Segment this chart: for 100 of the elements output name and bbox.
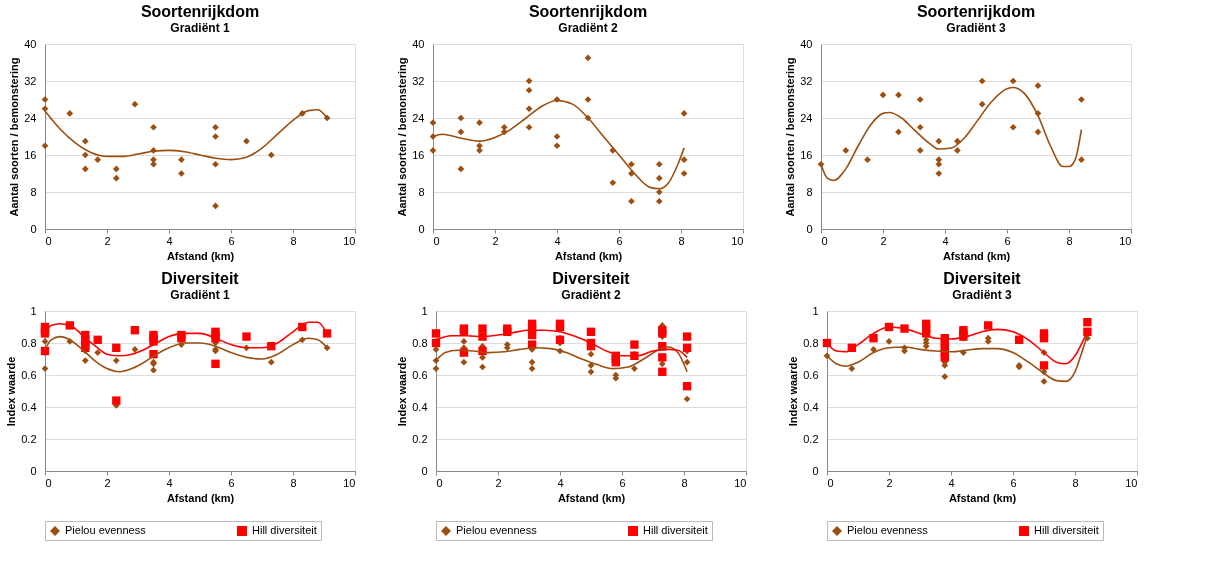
x-tick-label: 0 (45, 476, 52, 489)
y-tick-label: 40 (24, 37, 37, 50)
chart-title: Diversiteit (161, 270, 240, 287)
chart-subtitle: Gradiënt 1 (170, 288, 230, 302)
x-tick-label: 2 (495, 476, 502, 489)
x-tick-label: 10 (1125, 476, 1138, 489)
x-tick-label: 6 (616, 234, 623, 247)
x-tick-label: 4 (166, 476, 173, 489)
x-tick-label: 2 (886, 476, 893, 489)
x-tick-label: 4 (942, 234, 949, 247)
y-axis-title: Index waarde (787, 356, 800, 427)
x-tick-label: 2 (492, 234, 499, 247)
y-tick-label: 0 (812, 464, 819, 477)
chart-title: Diversiteit (943, 270, 1022, 287)
x-tick-label: 0 (45, 234, 52, 247)
x-tick-label: 6 (1010, 476, 1017, 489)
y-tick-label: 16 (412, 148, 425, 161)
legend-label: Hill diversiteit (1034, 524, 1099, 536)
x-tick-label: 6 (1004, 234, 1011, 247)
y-tick-label: 0.4 (803, 400, 819, 413)
y-tick-label: 0.2 (412, 432, 428, 445)
y-tick-label: 24 (800, 111, 813, 124)
x-tick-label: 10 (343, 476, 356, 489)
x-tick-label: 2 (880, 234, 887, 247)
y-tick-label: 0 (806, 222, 813, 235)
y-axis-title: Aantal soorten / bemonstering (8, 57, 21, 217)
x-axis-title: Afstand (km) (166, 249, 235, 262)
x-tick-label: 8 (1066, 234, 1073, 247)
x-tick-label: 10 (731, 234, 744, 247)
x-tick-label: 0 (821, 234, 828, 247)
x-tick-label: 8 (681, 476, 688, 489)
x-tick-label: 10 (1119, 234, 1132, 247)
y-tick-label: 40 (412, 37, 425, 50)
y-axis-title: Aantal soorten / bemonstering (396, 57, 409, 217)
y-tick-label: 0.8 (803, 336, 819, 349)
x-axis-title: Afstand (km) (554, 249, 623, 262)
y-tick-label: 24 (24, 111, 37, 124)
x-tick-label: 10 (734, 476, 747, 489)
chart-title: Soortenrijkdom (140, 3, 260, 20)
y-tick-label: 32 (800, 74, 813, 87)
y-tick-label: 16 (24, 148, 37, 161)
legend-label: Hill diversiteit (643, 524, 708, 536)
y-tick-label: 0 (421, 464, 428, 477)
x-axis-title: Afstand (km) (166, 491, 235, 504)
y-tick-label: 8 (806, 185, 813, 198)
y-tick-label: 0.8 (412, 336, 428, 349)
x-tick-label: 4 (166, 234, 173, 247)
x-tick-label: 8 (290, 234, 297, 247)
y-tick-label: 0.4 (21, 400, 37, 413)
x-tick-label: 8 (290, 476, 297, 489)
x-tick-label: 4 (948, 476, 955, 489)
x-tick-label: 6 (228, 234, 235, 247)
chart-subtitle: Gradiënt 3 (952, 288, 1012, 302)
y-tick-label: 24 (412, 111, 425, 124)
x-tick-label: 0 (436, 476, 443, 489)
y-tick-label: 8 (30, 185, 37, 198)
chart-title: Diversiteit (552, 270, 631, 287)
x-tick-label: 10 (343, 234, 356, 247)
chart-subtitle: Gradiënt 2 (558, 21, 618, 35)
y-axis-title: Index waarde (396, 356, 409, 427)
y-tick-label: 0.2 (21, 432, 37, 445)
legend-label: Pielou evenness (456, 524, 538, 536)
y-tick-label: 0 (30, 222, 37, 235)
y-tick-label: 0.4 (412, 400, 428, 413)
x-tick-label: 4 (557, 476, 564, 489)
x-tick-label: 2 (104, 234, 111, 247)
x-axis-title: Afstand (km) (942, 249, 1011, 262)
chart-title: Soortenrijkdom (916, 3, 1036, 20)
legend-label: Pielou evenness (847, 524, 929, 536)
y-tick-label: 0.6 (21, 368, 37, 381)
chart-subtitle: Gradiënt 3 (946, 21, 1006, 35)
y-tick-label: 0.2 (803, 432, 819, 445)
x-tick-label: 8 (1072, 476, 1079, 489)
y-tick-label: 32 (412, 74, 425, 87)
y-axis-title: Index waarde (5, 356, 18, 427)
y-tick-label: 32 (24, 74, 37, 87)
y-tick-label: 1 (421, 304, 428, 317)
y-axis-title: Aantal soorten / bemonstering (784, 57, 797, 217)
legend-label: Pielou evenness (65, 524, 147, 536)
y-tick-label: 0.6 (803, 368, 819, 381)
x-tick-label: 6 (619, 476, 626, 489)
x-tick-label: 6 (228, 476, 235, 489)
y-tick-label: 1 (812, 304, 819, 317)
chart-title: Soortenrijkdom (528, 3, 648, 20)
x-tick-label: 2 (104, 476, 111, 489)
x-tick-label: 8 (678, 234, 685, 247)
legend-label: Hill diversiteit (252, 524, 317, 536)
x-tick-label: 0 (433, 234, 440, 247)
chart-subtitle: Gradiënt 2 (561, 288, 621, 302)
x-tick-label: 4 (554, 234, 561, 247)
y-tick-label: 0.6 (412, 368, 428, 381)
x-axis-title: Afstand (km) (557, 491, 626, 504)
y-tick-label: 0 (418, 222, 425, 235)
y-tick-label: 16 (800, 148, 813, 161)
y-tick-label: 0.8 (21, 336, 37, 349)
y-tick-label: 1 (30, 304, 37, 317)
y-tick-label: 8 (418, 185, 425, 198)
x-axis-title: Afstand (km) (948, 491, 1017, 504)
y-tick-label: 0 (30, 464, 37, 477)
y-tick-label: 40 (800, 37, 813, 50)
